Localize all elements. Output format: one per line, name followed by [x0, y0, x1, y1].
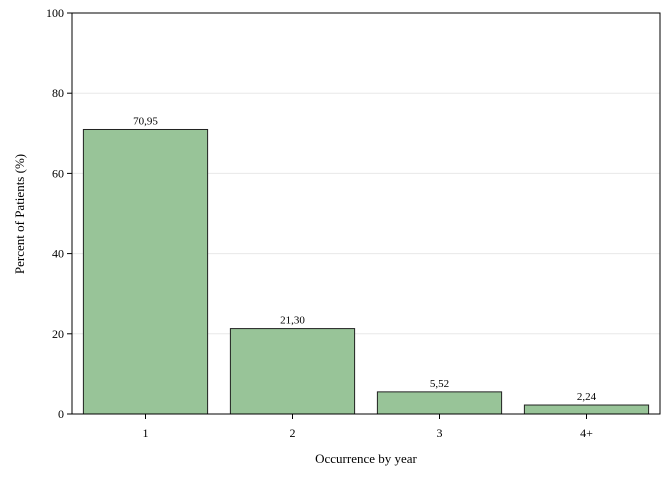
data-label-4+: 2,24 — [577, 391, 597, 403]
bar-1 — [82, 128, 209, 415]
y-tick-label-2: 40 — [52, 247, 64, 261]
data-label-1: 70,95 — [133, 115, 158, 127]
y-tick-label-1: 20 — [52, 327, 64, 341]
axes: 0 20 40 60 80 100 1 2 3 4+ — [46, 6, 661, 440]
x-tick-label-4+: 4+ — [580, 426, 593, 440]
y-axis-title: Percent of Patients (%) — [12, 154, 27, 274]
x-tick-label-2: 2 — [290, 426, 296, 440]
data-label-3: 5,52 — [430, 378, 449, 390]
y-tick-label-5: 100 — [46, 6, 64, 20]
x-tick-label-3: 3 — [437, 426, 443, 440]
y-tick-label-0: 0 — [58, 407, 64, 421]
plot-frame — [71, 12, 661, 415]
bar-3 — [376, 391, 503, 415]
bar-2 — [229, 328, 356, 415]
bars: 70,95 21,30 5,52 2,24 — [82, 115, 650, 415]
x-axis-title: Occurrence by year — [315, 451, 417, 466]
y-tick-label-3: 60 — [52, 166, 64, 180]
bar-4+ — [523, 404, 650, 415]
y-tick-label-4: 80 — [52, 86, 64, 100]
x-tick-label-1: 1 — [143, 426, 149, 440]
data-label-2: 21,30 — [280, 315, 305, 327]
